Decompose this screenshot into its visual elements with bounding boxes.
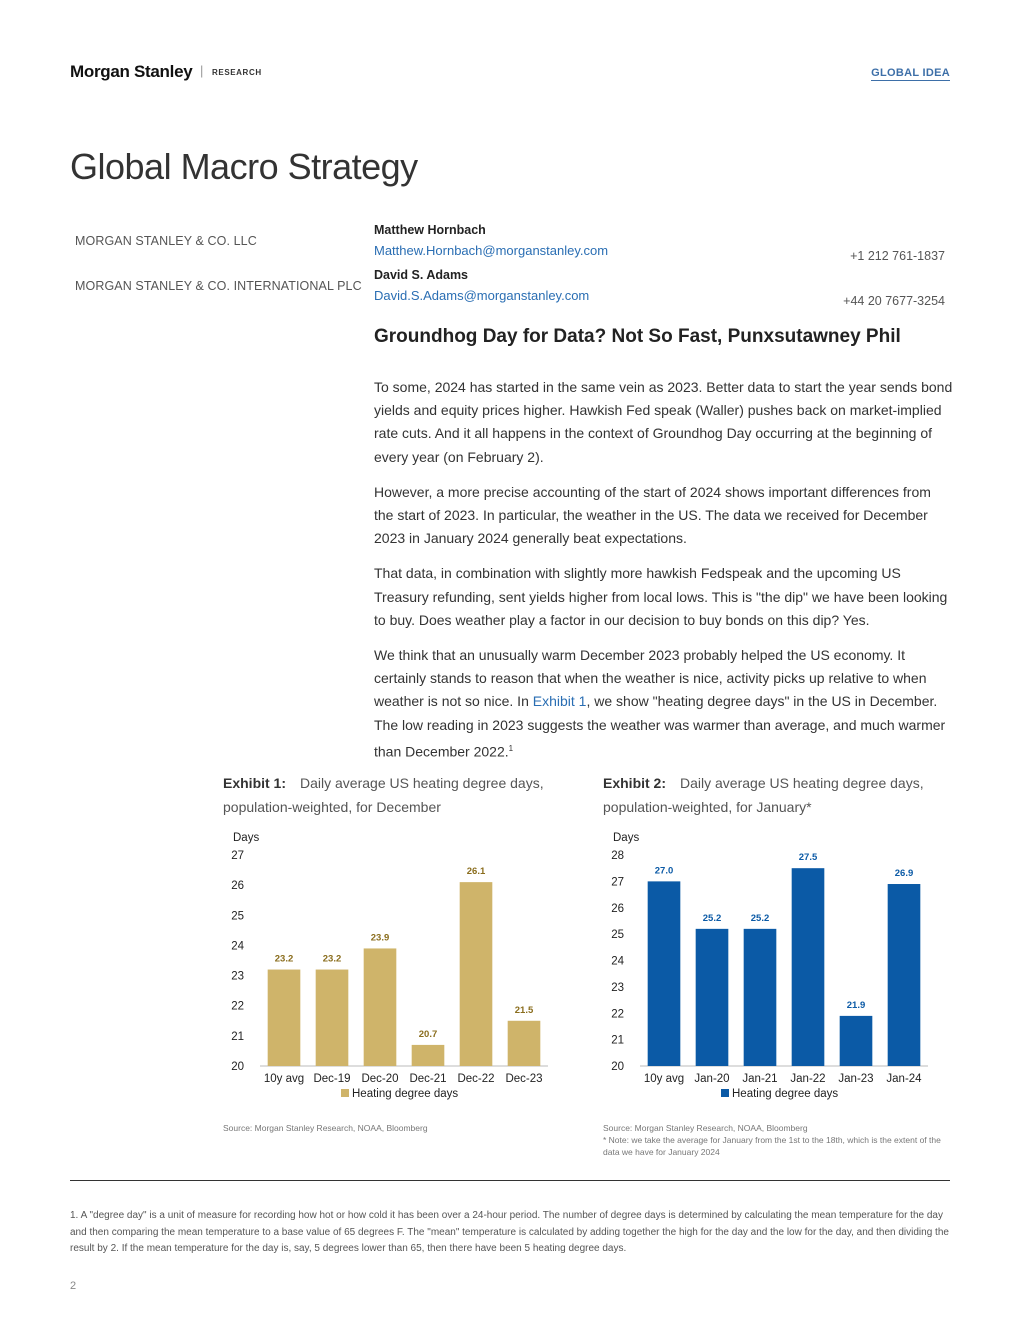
bar	[647, 881, 681, 1066]
author-phone: +1 212 761-1837	[850, 249, 945, 263]
x-tick-label: Dec-23	[505, 1073, 542, 1085]
bar	[363, 948, 397, 1066]
y-tick-label: 21	[231, 1031, 244, 1043]
x-tick-label: Dec-22	[457, 1073, 494, 1085]
bar	[507, 1020, 541, 1066]
data-label: 27.5	[799, 852, 818, 863]
exhibit-label: Exhibit 1:	[223, 775, 287, 791]
y-tick-label: 21	[611, 1035, 624, 1047]
data-label: 20.7	[419, 1029, 438, 1040]
data-label: 26.9	[895, 868, 914, 879]
x-tick-label: Jan-23	[838, 1073, 873, 1085]
y-tick-label: 20	[231, 1061, 244, 1073]
data-label: 27.0	[655, 865, 674, 876]
x-tick-label: Dec-19	[313, 1073, 350, 1085]
entity-llc: MORGAN STANLEY & CO. LLC	[75, 234, 257, 248]
y-tick-label: 26	[611, 903, 624, 915]
y-tick-label: 24	[611, 956, 624, 968]
y-axis-label: Days	[233, 832, 259, 844]
article-headline: Groundhog Day for Data? Not So Fast, Pun…	[374, 326, 901, 347]
legend-swatch	[341, 1089, 349, 1097]
footnote-1: 1. A "degree day" is a unit of measure f…	[70, 1210, 949, 1254]
bar	[695, 928, 729, 1066]
bar	[315, 969, 349, 1066]
body-paragraph: However, a more precise accounting of th…	[374, 483, 931, 547]
x-tick-label: Dec-21	[409, 1073, 446, 1085]
exhibit-1-link[interactable]: Exhibit 1	[532, 693, 587, 710]
legend-swatch	[721, 1089, 729, 1097]
y-tick-label: 20	[611, 1061, 624, 1073]
exhibit-1-chart: Days 20 21 22 23 24 25 26 27 23.2 10y avg 23.2 Dec-1…	[231, 832, 548, 1100]
x-tick-label: Jan-24	[886, 1073, 922, 1085]
author-email-link[interactable]: David.S.Adams@morganstanley.com	[374, 288, 590, 303]
y-tick-label: 25	[611, 929, 624, 941]
bar	[411, 1044, 445, 1066]
y-tick-label: 22	[611, 1008, 624, 1020]
footnote-ref[interactable]: 1	[508, 743, 514, 753]
data-label: 21.5	[515, 1005, 534, 1016]
author-email-link[interactable]: Matthew.Hornbach@morganstanley.com	[374, 243, 609, 258]
paragraph-text: We think that an unusually warm December…	[374, 647, 927, 710]
exhibit-2-source: Source: Morgan Stanley Research, NOAA, B…	[603, 1123, 808, 1133]
exhibit-2-heading: Exhibit 2: Daily average US heating degre…	[603, 771, 943, 819]
entity-plc: MORGAN STANLEY & CO. INTERNATIONAL PLC	[75, 279, 362, 293]
global-idea-tag: GLOBAL IDEA	[871, 67, 950, 81]
data-label: 21.9	[847, 1000, 866, 1011]
data-label: 23.2	[323, 954, 342, 965]
y-tick-label: 23	[231, 971, 244, 983]
y-tick-label: 27	[231, 850, 244, 862]
data-label: 26.1	[467, 866, 486, 877]
body-paragraph: To some, 2024 has started in the same ve…	[374, 379, 953, 465]
footnote-divider	[70, 1180, 950, 1181]
y-axis-label: Days	[613, 832, 639, 844]
exhibit-2-note: * Note: we take the average for January …	[603, 1135, 941, 1157]
y-tick-label: 25	[231, 910, 244, 922]
x-tick-label: Dec-20	[361, 1073, 398, 1085]
data-label: 25.2	[703, 913, 722, 924]
article-body: To some, 2024 has started in the same ve…	[374, 376, 954, 776]
y-tick-label: 26	[231, 880, 244, 892]
y-tick-label: 22	[231, 1001, 244, 1013]
bar	[459, 882, 493, 1066]
x-tick-label: 10y avg	[644, 1073, 684, 1085]
bar	[887, 884, 921, 1066]
y-tick-label: 24	[231, 940, 244, 952]
x-tick-label: Jan-21	[742, 1073, 777, 1085]
legend-label: Heating degree days	[732, 1088, 838, 1100]
data-label: 23.2	[275, 954, 294, 965]
research-label: RESEARCH	[212, 68, 262, 77]
exhibit-caption: Daily average US heating degree days, po…	[603, 775, 924, 815]
x-tick-label: Jan-22	[790, 1073, 825, 1085]
body-paragraph: That data, in combination with slightly …	[374, 565, 948, 628]
x-tick-label: Jan-20	[694, 1073, 729, 1085]
author-name: David S. Adams	[374, 268, 469, 282]
data-label: 25.2	[751, 913, 770, 924]
morgan-stanley-logo: Morgan Stanley	[70, 62, 193, 81]
exhibit-label: Exhibit 2:	[603, 775, 667, 791]
author-phone: +44 20 7677-3254	[843, 294, 945, 308]
data-label: 23.9	[371, 932, 390, 943]
y-tick-label: 23	[611, 982, 624, 994]
bar	[839, 1015, 873, 1066]
page-title: Global Macro Strategy	[70, 146, 418, 187]
logo-separator: |	[200, 63, 204, 78]
body-paragraph: We think that an unusually warm December…	[374, 644, 954, 764]
exhibit-1-source: Source: Morgan Stanley Research, NOAA, B…	[223, 1123, 428, 1133]
bar	[267, 969, 301, 1066]
paragraph-text: , we show "heating degree days" in the U…	[374, 693, 946, 760]
author-name: Matthew Hornbach	[374, 223, 486, 237]
page-number: 2	[70, 1280, 77, 1292]
y-tick-label: 27	[611, 876, 624, 888]
legend-label: Heating degree days	[352, 1088, 458, 1100]
x-tick-label: 10y avg	[264, 1073, 304, 1085]
exhibit-1-heading: Exhibit 1: Daily average US heating degre…	[223, 771, 563, 819]
exhibit-caption: Daily average US heating degree days, po…	[223, 775, 544, 815]
y-tick-label: 28	[611, 850, 624, 862]
bar	[791, 868, 825, 1066]
bar	[743, 928, 777, 1066]
exhibit-2-chart: Days 20 21 22 23 24 25 26 27 28 27.0 10y avg 25.2 Jan…	[611, 832, 928, 1100]
